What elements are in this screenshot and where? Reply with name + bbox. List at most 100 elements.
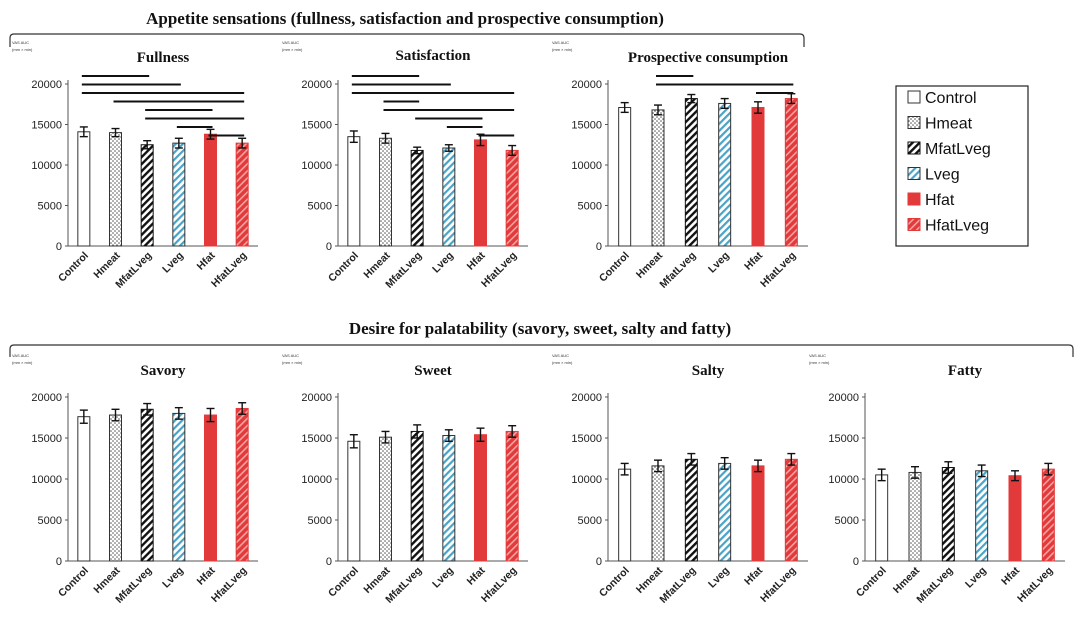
category-label: HfatLveg [758, 250, 798, 290]
bar-control [618, 106, 632, 247]
section-bracket-appetite [9, 33, 805, 47]
bar-mfatlveg [684, 98, 698, 247]
bar-mfatlveg [410, 149, 424, 247]
unit-label: VAS AUC [552, 40, 569, 45]
y-tick-label: 20000 [571, 392, 602, 404]
category-label: Control [854, 565, 889, 600]
bar-lveg [172, 412, 186, 562]
section-title-palatability: Desire for palatability (savory, sweet, … [349, 319, 731, 338]
y-tick-label: 15000 [31, 433, 62, 445]
bar-hmeat [379, 436, 392, 562]
y-tick-label: 0 [56, 556, 62, 568]
legend-swatch-hmeat [907, 116, 921, 129]
unit-label: VAS AUC [552, 353, 569, 358]
category-label: Lveg [160, 565, 186, 591]
bar-hfat [751, 106, 765, 247]
category-label: Hfat [465, 564, 488, 587]
bar-mfatlveg [684, 458, 698, 562]
y-tick-label: 0 [596, 241, 602, 253]
bar-hfatlveg [1041, 468, 1055, 562]
legend-swatch-hfat [907, 192, 921, 206]
category-label: Hfat [742, 564, 765, 587]
y-tick-label: 10000 [828, 474, 859, 486]
category-label: Hfat [742, 249, 765, 272]
bar-hfat [474, 434, 487, 562]
y-tick-label: 20000 [31, 79, 62, 91]
chart-satisfaction: VAS AUC (mm × min) Satisfaction 0 5000 10000 1… [282, 40, 528, 291]
y-tick-label: 5000 [308, 201, 332, 213]
unit-label-sub: (mm × min) [12, 47, 33, 52]
y-tick-label: 0 [326, 556, 332, 568]
category-label: Lveg [963, 565, 989, 591]
y-tick-label: 20000 [301, 392, 332, 404]
chart-title: Fullness [137, 50, 190, 66]
bar-hmeat [109, 414, 122, 562]
y-tick-label: 15000 [571, 433, 602, 445]
bar-lveg [718, 462, 732, 562]
category-label: HfatLveg [758, 565, 798, 605]
y-tick-label: 10000 [571, 474, 602, 486]
bar-hmeat [109, 132, 122, 247]
bar-control [347, 136, 361, 247]
unit-label-sub: (mm × min) [809, 360, 830, 365]
bar-mfatlveg [140, 408, 154, 562]
bar-hmeat [651, 109, 665, 247]
category-label: Lveg [430, 250, 456, 276]
chart-sweet: VAS AUC (mm × min) Sweet 0 5000 10000 15000 200… [282, 353, 528, 606]
legend-label-hfatlveg: HfatLveg [925, 218, 989, 235]
y-tick-label: 5000 [38, 515, 62, 527]
bar-hmeat [379, 137, 392, 247]
bar-hfatlveg [505, 430, 519, 562]
bar-lveg [975, 470, 989, 562]
category-label: HfatLveg [1015, 565, 1055, 605]
bar-hfatlveg [235, 407, 249, 562]
y-tick-label: 5000 [578, 515, 602, 527]
bar-hfatlveg [784, 458, 798, 562]
bar-hfat [204, 133, 217, 247]
category-label: Control [56, 565, 91, 600]
chart-prospective-consumption: VAS AUC (mm × min) Prospective consumption… [552, 40, 808, 291]
unit-label-sub: (mm × min) [12, 360, 33, 365]
legend-label-mfatlveg: MfatLveg [925, 141, 991, 158]
unit-label: VAS AUC [809, 353, 826, 358]
y-tick-label: 20000 [828, 392, 859, 404]
category-label: Control [326, 565, 361, 600]
bar-mfatlveg [941, 467, 955, 562]
y-tick-label: 0 [596, 556, 602, 568]
unit-label-sub: (mm × min) [552, 47, 573, 52]
bar-hfat [1008, 475, 1022, 562]
y-tick-label: 5000 [308, 515, 332, 527]
y-tick-label: 10000 [31, 160, 62, 172]
y-tick-label: 5000 [578, 201, 602, 213]
bar-control [618, 468, 632, 562]
unit-label-sub: (mm × min) [282, 360, 303, 365]
bar-control [347, 440, 361, 562]
category-label: Hmeat [634, 564, 666, 596]
y-tick-label: 20000 [31, 392, 62, 404]
category-label: Hmeat [634, 249, 666, 281]
y-tick-label: 20000 [571, 79, 602, 91]
chart-title: Salty [692, 363, 725, 379]
y-tick-label: 10000 [571, 160, 602, 172]
category-label: Hfat [195, 564, 218, 587]
category-label: Control [597, 565, 632, 600]
y-tick-label: 0 [56, 241, 62, 253]
category-label: Hmeat [891, 564, 923, 596]
y-tick-label: 15000 [571, 120, 602, 132]
category-label: MfatLveg [914, 565, 955, 606]
category-label: Lveg [430, 565, 456, 591]
bar-hmeat [651, 465, 665, 562]
bar-control [875, 474, 889, 562]
y-tick-label: 5000 [38, 201, 62, 213]
unit-label: VAS AUC [12, 353, 29, 358]
chart-title: Savory [141, 363, 187, 379]
bar-mfatlveg [410, 430, 424, 562]
chart-fatty: VAS AUC (mm × min) Fatty 0 5000 10000 15000 200… [809, 353, 1065, 606]
y-tick-label: 0 [853, 556, 859, 568]
chart-title: Sweet [414, 363, 452, 379]
bar-control [77, 416, 91, 562]
category-label: Control [597, 250, 632, 285]
y-tick-label: 10000 [31, 474, 62, 486]
chart-title: Satisfaction [396, 48, 472, 64]
